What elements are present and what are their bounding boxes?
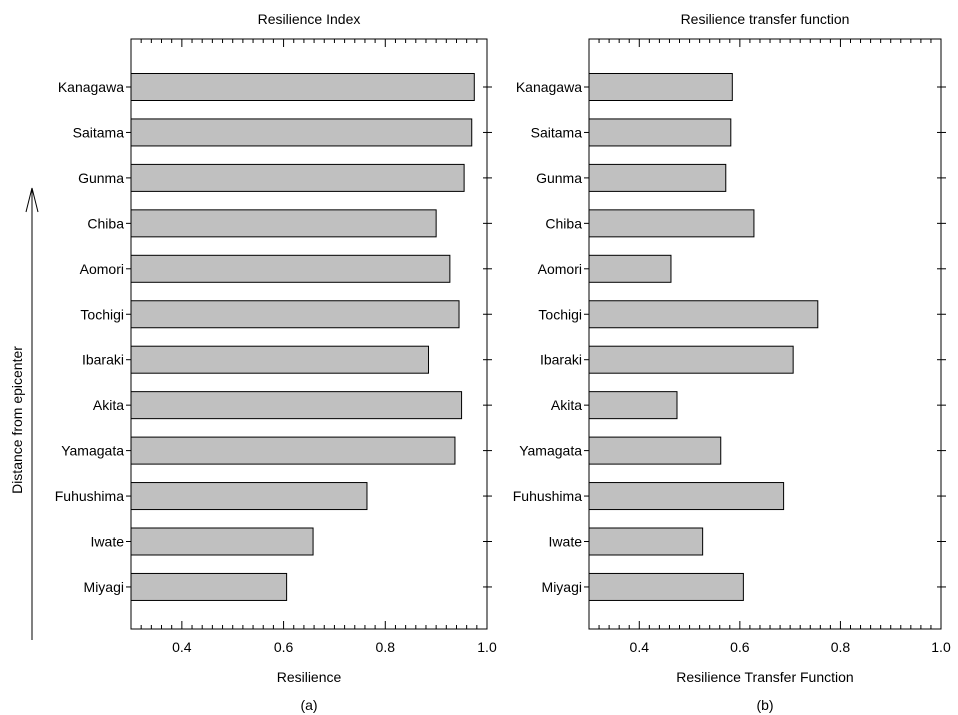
bar [588, 209, 755, 238]
category-label: Miyagi [84, 579, 124, 595]
chart-title: Resilience transfer function [681, 11, 850, 27]
category-label: Akita [551, 397, 582, 413]
x-tick-label: 0.6 [274, 639, 294, 655]
bar [130, 73, 475, 101]
category-label: Saitama [531, 124, 583, 140]
category-label: Saitama [73, 124, 125, 140]
bar [588, 527, 704, 556]
bar [130, 391, 463, 420]
x-tick-label: 0.4 [630, 639, 650, 655]
category-label: Yamagata [519, 443, 582, 459]
bar [130, 254, 451, 283]
x-axis-label: Resilience [277, 669, 342, 685]
bar [588, 482, 785, 511]
bar [130, 572, 288, 601]
plot-frame [588, 38, 942, 630]
distance-arrow [25, 187, 39, 640]
x-tick-label: 0.6 [730, 639, 750, 655]
plot-frame [130, 38, 488, 630]
bar [588, 73, 733, 101]
panel-resilience-index: Resilience Index Kanagawa Saitama Gunma Chi… [55, 11, 497, 713]
panel-label: (b) [756, 697, 773, 713]
x-tick-labels: 0.4 0.6 0.8 1.0 [630, 639, 951, 655]
x-tick-label: 1.0 [931, 639, 951, 655]
category-label: Gunma [536, 170, 582, 186]
distance-axis-label: Distance from epicenter [9, 346, 25, 494]
bar [130, 118, 473, 147]
bar [130, 482, 368, 511]
bar [588, 345, 794, 374]
x-tick-label: 0.8 [831, 639, 851, 655]
bar-group [130, 73, 475, 601]
bar [588, 163, 727, 192]
category-label: Miyagi [542, 579, 582, 595]
panel-label: (a) [300, 697, 317, 713]
bar [588, 391, 678, 420]
category-label: Chiba [545, 215, 582, 231]
category-label: Aomori [80, 261, 124, 277]
bar [588, 118, 732, 147]
category-label: Gunma [78, 170, 124, 186]
category-label: Iwate [549, 534, 583, 550]
category-label: Iwate [91, 534, 125, 550]
bar [588, 254, 672, 283]
x-tick-label: 1.0 [477, 639, 497, 655]
bar [130, 163, 465, 192]
category-label: Akita [93, 397, 124, 413]
chart-title: Resilience Index [258, 11, 361, 27]
bar [130, 436, 456, 465]
bar [130, 527, 314, 556]
category-label: Chiba [87, 215, 124, 231]
panel-resilience-transfer-function: Resilience transfer function Kanagawa Sai… [513, 11, 951, 713]
bar [130, 300, 460, 329]
category-label: Fuhushima [513, 488, 582, 504]
category-label: Ibaraki [82, 352, 124, 368]
x-tick-label: 0.4 [172, 639, 192, 655]
bar [588, 436, 722, 465]
bar [588, 300, 819, 329]
category-label: Aomori [538, 261, 582, 277]
category-labels: Kanagawa Saitama Gunma Chiba Aomori Tochigi Ib… [55, 79, 124, 595]
bar-group [588, 73, 819, 601]
category-label: Kanagawa [516, 79, 582, 95]
category-label: Kanagawa [58, 79, 124, 95]
bar [588, 572, 744, 601]
x-tick-labels: 0.4 0.6 0.8 1.0 [172, 639, 497, 655]
category-label: Tochigi [538, 306, 582, 322]
category-label: Fuhushima [55, 488, 124, 504]
category-label: Yamagata [61, 443, 124, 459]
x-axis-label: Resilience Transfer Function [676, 669, 853, 685]
bar [130, 209, 437, 238]
category-label: Ibaraki [540, 352, 582, 368]
category-labels: Kanagawa Saitama Gunma Chiba Aomori Tochigi Ib… [513, 79, 582, 595]
x-tick-label: 0.8 [376, 639, 396, 655]
category-label: Tochigi [80, 306, 124, 322]
bar [130, 345, 430, 374]
